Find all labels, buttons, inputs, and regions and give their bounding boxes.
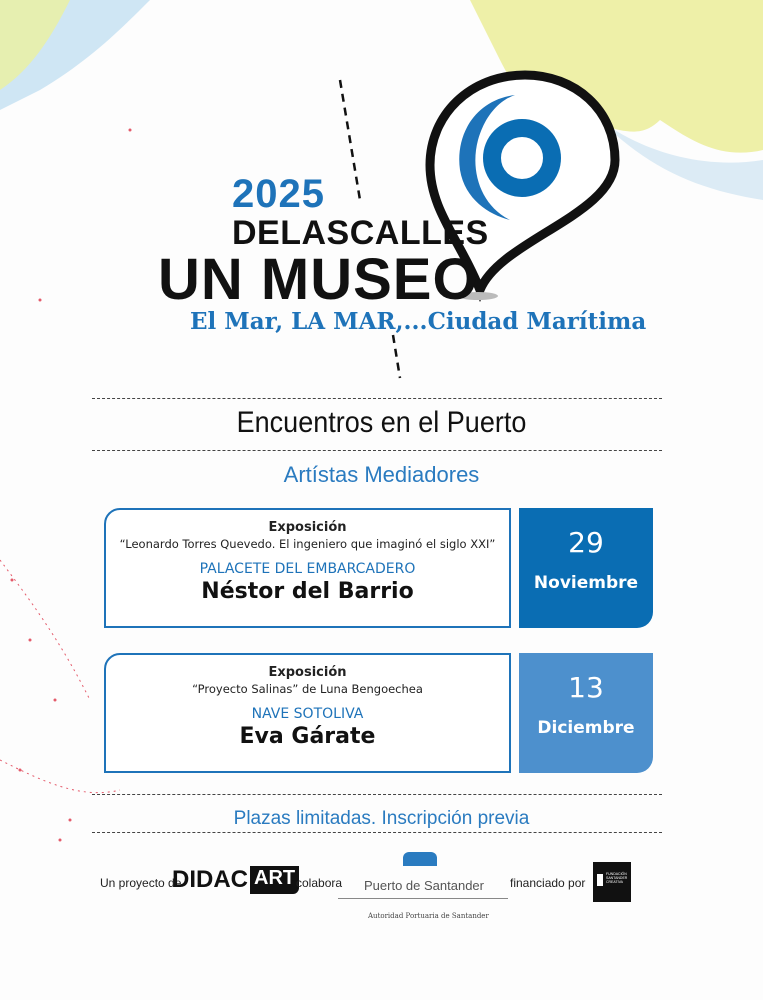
collab-label: colabora: [296, 876, 343, 890]
collab-sub: Autoridad Portuaria de Santander: [368, 912, 489, 920]
divider: [338, 898, 508, 899]
section-subtitle: Artístas Mediadores: [283, 462, 480, 487]
event-card: Exposición “Proyecto Salinas” de Luna Be…: [104, 653, 511, 773]
subtitle: El Mar, LA MAR,...Ciudad Marítima: [190, 308, 647, 335]
event-title: “Leonardo Torres Quevedo. El ingeniero q…: [119, 537, 496, 551]
event-card: Exposición “Leonardo Torres Quevedo. El …: [104, 508, 511, 628]
divider: [92, 450, 662, 451]
funded-label: financiado por: [510, 876, 586, 890]
divider: [92, 832, 662, 833]
fundacion-logo: FUNDACIÓN SANTANDER CREATIVA: [593, 862, 631, 902]
title-line-2: UN MUSEO: [158, 247, 479, 312]
event-place: NAVE SOTOLIVA: [251, 706, 364, 722]
event-artist: Néstor del Barrio: [201, 579, 414, 604]
event-month: Noviembre: [533, 573, 639, 593]
divider: [92, 398, 662, 399]
didacart-logo: DIDAC ART: [172, 866, 300, 894]
event-day: 13: [568, 671, 604, 704]
event-date: 29 Noviembre: [519, 508, 653, 628]
year: 2025: [232, 172, 325, 216]
event-type: Exposición: [268, 520, 347, 535]
event-date: 13 Diciembre: [519, 653, 653, 773]
divider: [92, 794, 662, 795]
event-day: 29: [568, 526, 604, 559]
notice: Plazas limitadas. Inscripción previa: [233, 808, 530, 829]
event-month: Diciembre: [537, 718, 635, 738]
event-type: Exposición: [268, 665, 347, 680]
collab-name: Puerto de Santander: [364, 878, 484, 893]
section-title: Encuentros en el Puerto: [236, 406, 527, 439]
puerto-logo-icon: [403, 852, 437, 866]
title-line-1: DELASCALLES: [232, 214, 489, 252]
event-artist: Eva Gárate: [239, 724, 376, 749]
location-pin-icon: [425, 70, 620, 303]
event-place: PALACETE DEL EMBARCADERO: [199, 561, 416, 577]
project-label: Un proyecto de: [100, 876, 182, 890]
event-title: “Proyecto Salinas” de Luna Bengoechea: [192, 682, 423, 696]
